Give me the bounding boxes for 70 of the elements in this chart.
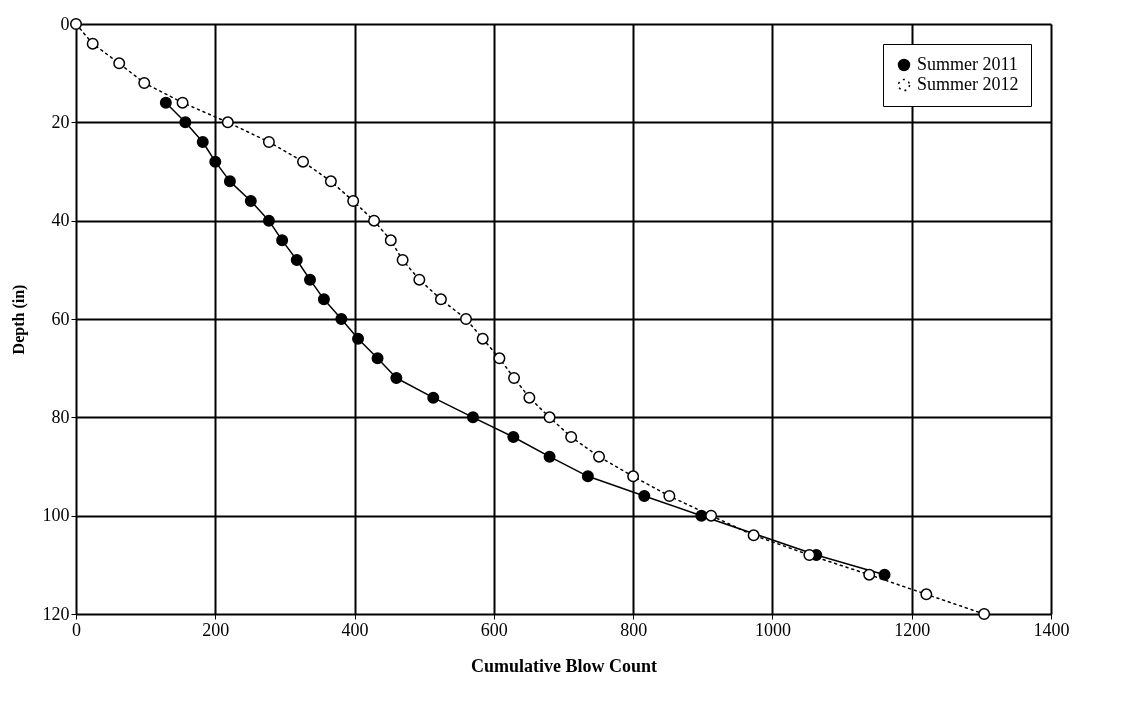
point (368, 214, 381, 227)
point (262, 136, 275, 148)
point (159, 96, 172, 109)
x-tick-label: 200 (202, 619, 230, 640)
point (196, 136, 209, 148)
point (113, 57, 126, 70)
point (543, 450, 556, 463)
point (276, 234, 289, 247)
point (476, 332, 489, 345)
point (565, 431, 578, 443)
y-tick-label: 60 (51, 308, 70, 329)
point (627, 470, 640, 483)
point (543, 411, 556, 424)
point (593, 450, 606, 463)
x-tick-label: 600 (480, 619, 508, 640)
point (581, 470, 594, 483)
point (638, 490, 651, 502)
legend-label: Summer 2012 (917, 74, 1019, 94)
point (297, 155, 310, 168)
point (176, 96, 189, 109)
point (466, 411, 479, 424)
y-tick-label: 100 (42, 505, 70, 526)
x-tick-label: 1200 (894, 619, 931, 640)
point (434, 293, 447, 306)
point (262, 214, 275, 227)
point (304, 273, 316, 286)
point (209, 155, 222, 168)
point (290, 254, 303, 266)
point (396, 254, 409, 266)
point (427, 391, 440, 404)
x-tick-label: 400 (341, 619, 369, 640)
point (371, 352, 384, 365)
point (878, 568, 891, 581)
point (384, 234, 397, 247)
point (523, 391, 536, 404)
y-tick-label: 120 (42, 603, 70, 624)
point (863, 568, 876, 581)
point (86, 37, 99, 50)
point (352, 332, 365, 345)
point (390, 372, 403, 384)
y-tick-label: 40 (51, 210, 70, 231)
legend-label: Summer 2011 (917, 54, 1018, 74)
point (179, 116, 192, 129)
point (138, 77, 151, 89)
point (223, 175, 236, 188)
point (663, 490, 676, 502)
point (317, 293, 330, 306)
y-tick-label: 80 (51, 406, 70, 427)
point (244, 195, 257, 207)
y-axis-title: Depth (in) (9, 284, 28, 355)
point (70, 18, 82, 30)
point (335, 313, 348, 325)
x-axis-title: Cumulative Blow Count (470, 655, 658, 676)
point (705, 509, 718, 522)
x-tick-label: 1400 (1033, 619, 1070, 640)
point (747, 529, 760, 542)
y-tick-label: 0 (60, 13, 70, 34)
y-tick-label: 20 (51, 111, 70, 132)
point (221, 116, 234, 129)
point (460, 313, 472, 325)
point (508, 372, 521, 384)
point (413, 273, 426, 286)
x-tick-label: 800 (620, 619, 648, 640)
point (978, 608, 991, 620)
point (920, 588, 933, 601)
point (507, 431, 520, 443)
point (493, 352, 506, 365)
point (324, 175, 337, 188)
point (347, 195, 360, 207)
x-tick-label: 1000 (754, 619, 791, 640)
